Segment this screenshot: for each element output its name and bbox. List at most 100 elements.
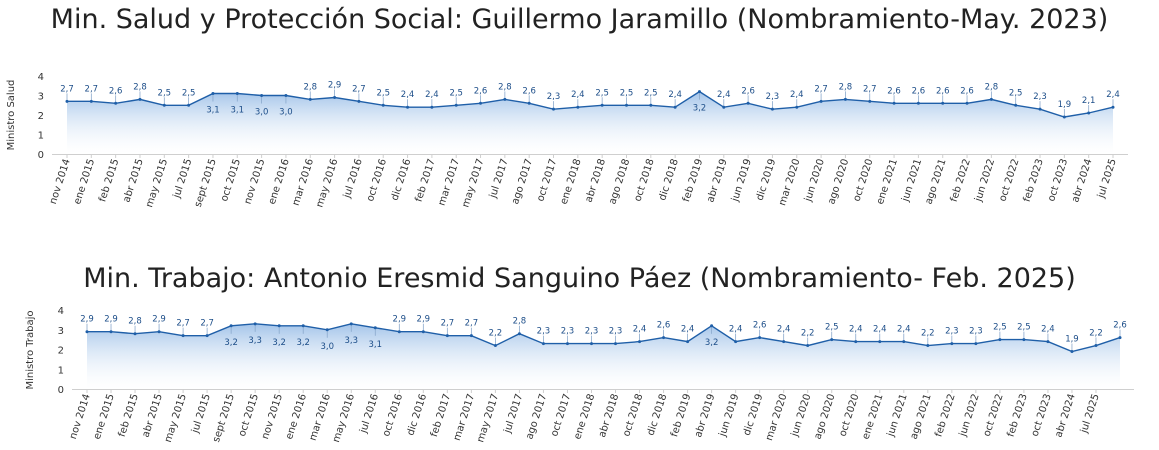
data-point <box>301 324 305 328</box>
x-tick-label: oct 2017 <box>535 158 559 203</box>
data-point <box>649 103 653 107</box>
x-tick-label: jul 2017 <box>487 158 510 201</box>
x-tick-label: feb 2022 <box>949 158 973 204</box>
data-label: 2,6 <box>741 86 755 96</box>
y-tick-label: 0 <box>38 150 44 161</box>
data-point <box>349 322 353 326</box>
data-point <box>406 105 410 109</box>
data-label: 2,1 <box>1082 96 1096 106</box>
series-area <box>67 91 1113 154</box>
data-point <box>589 342 593 346</box>
x-tick-label: jul 2025 <box>1096 158 1119 201</box>
y-axis-label: Ministro Salud <box>6 80 17 151</box>
data-label: 2,4 <box>873 325 887 335</box>
x-tick-label: abr 2024 <box>1053 393 1077 439</box>
x-tick-label: ene 2016 <box>267 158 292 206</box>
x-tick-label: jul 2015 <box>190 393 213 436</box>
data-point <box>469 334 473 338</box>
data-point <box>181 334 185 338</box>
data-label: 3,3 <box>248 336 262 346</box>
y-tick-label: 2 <box>58 346 64 357</box>
data-point <box>503 97 507 101</box>
x-tick-label: abr 2018 <box>597 393 621 439</box>
data-label: 1,9 <box>1058 100 1072 110</box>
data-label: 2,6 <box>522 86 536 96</box>
data-point <box>974 342 978 346</box>
x-tick-label: ago 2021 <box>909 393 934 441</box>
x-tick-label: mar 2016 <box>291 158 316 208</box>
data-point <box>157 330 161 334</box>
series-line <box>67 90 1114 118</box>
data-label: 3,1 <box>369 340 383 350</box>
data-point <box>662 336 666 340</box>
data-point <box>998 338 1002 342</box>
data-label: 2,4 <box>1041 325 1055 335</box>
x-tick-label: sept 2015 <box>193 158 219 209</box>
data-label: 2,3 <box>561 327 575 337</box>
x-tick-label: ago 2020 <box>826 158 851 206</box>
y-tick-label: 3 <box>58 326 64 337</box>
data-point <box>830 338 834 342</box>
y-axis-label: Ministro Trabajo <box>25 310 36 389</box>
x-tick-label: ago 2017 <box>524 393 549 441</box>
data-label: 2,3 <box>609 327 623 337</box>
data-label: 2,5 <box>158 88 172 98</box>
x-tick-label: sept 2015 <box>211 393 237 444</box>
x-tick-label: oct 2022 <box>997 158 1021 203</box>
data-label: 3,0 <box>255 108 269 118</box>
y-tick-label: 2 <box>38 111 44 122</box>
data-label: 2,6 <box>753 321 767 331</box>
data-point <box>65 99 69 103</box>
data-point <box>89 99 93 103</box>
data-point <box>493 344 497 348</box>
data-label: 2,7 <box>85 84 99 94</box>
x-tick-label: mar 2017 <box>437 158 462 208</box>
data-point <box>686 340 690 344</box>
data-label: 2,4 <box>401 90 415 100</box>
data-point <box>878 340 882 344</box>
x-tick-label: jun 2019 <box>730 158 754 204</box>
x-tick-label: jun 2022 <box>957 393 981 439</box>
x-tick-label: oct 2022 <box>982 393 1006 438</box>
x-tick-label: feb 2015 <box>117 393 141 439</box>
data-point <box>1062 115 1066 119</box>
data-label: 2,8 <box>303 82 317 92</box>
data-point <box>1046 340 1050 344</box>
x-tick-label: mar 2020 <box>777 158 802 208</box>
x-tick-label: abr 2024 <box>1070 158 1094 204</box>
x-tick-label: oct 2018 <box>621 393 645 438</box>
data-point <box>697 90 701 94</box>
data-point <box>868 99 872 103</box>
x-tick-label: abr 2019 <box>693 393 717 439</box>
series-area <box>87 323 1120 389</box>
y-tick-label: 3 <box>38 92 44 103</box>
x-tick-label: oct 2023 <box>1030 393 1054 438</box>
x-tick-label: may 2017 <box>475 393 501 444</box>
data-label: 2,2 <box>801 329 815 339</box>
data-label: 2,6 <box>109 86 123 96</box>
data-label: 2,5 <box>376 88 390 98</box>
data-label: 2,8 <box>128 317 142 327</box>
x-tick-label: jun 2020 <box>789 393 813 439</box>
data-point <box>673 105 677 109</box>
data-label: 3,2 <box>693 104 707 114</box>
data-label: 3,2 <box>224 338 238 348</box>
data-label: 2,5 <box>1017 323 1031 333</box>
data-label: 2,9 <box>328 80 342 90</box>
y-tick-label: 4 <box>58 306 64 317</box>
data-label: 3,0 <box>279 108 293 118</box>
data-label: 2,9 <box>104 315 118 325</box>
data-point <box>916 101 920 105</box>
data-point <box>430 105 434 109</box>
x-tick-label: may 2015 <box>144 158 170 209</box>
x-tick-label: abr 2015 <box>140 393 164 439</box>
data-point <box>308 97 312 101</box>
x-tick-label: may 2015 <box>163 393 189 444</box>
data-point <box>133 332 137 336</box>
x-tick-label: jun 2019 <box>717 393 741 439</box>
data-label: 2,6 <box>1113 321 1127 331</box>
data-label: 2,2 <box>1089 329 1103 339</box>
data-label: 2,6 <box>887 86 901 96</box>
x-tick-label: dic 2016 <box>390 158 414 203</box>
